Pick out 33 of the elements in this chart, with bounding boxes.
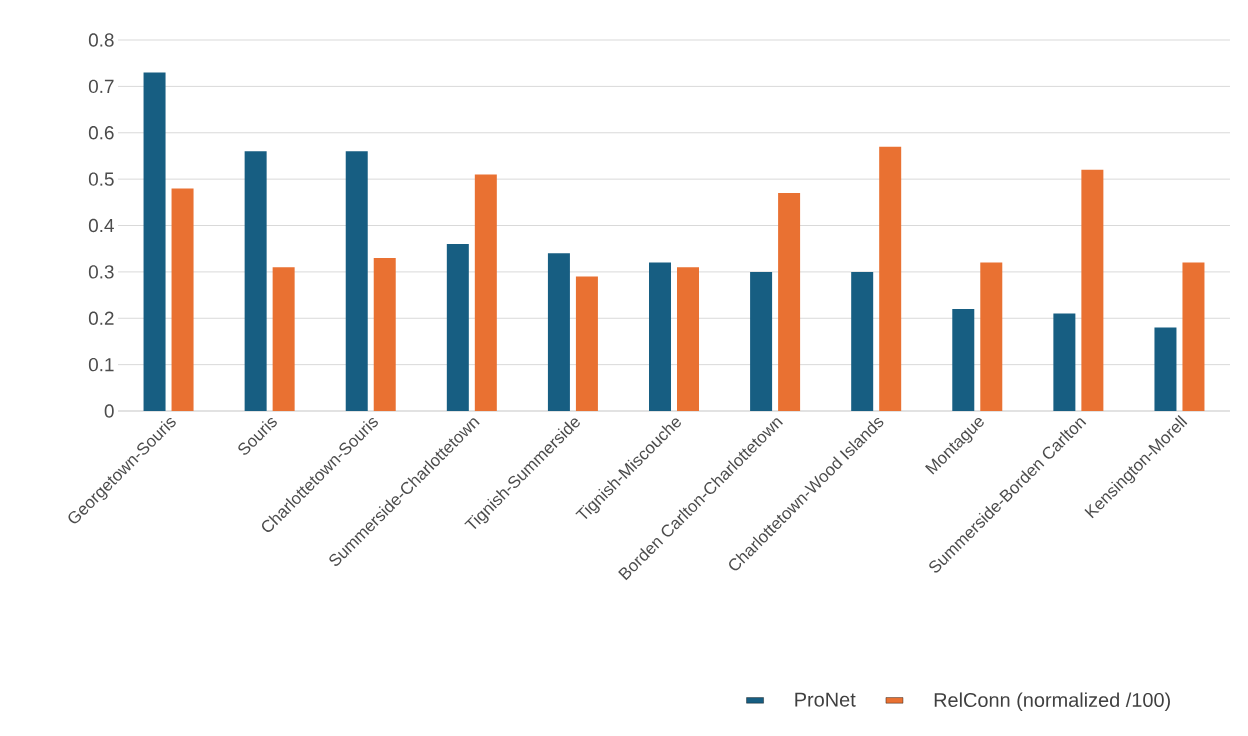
y-tick-label: 0 [104,404,114,418]
y-tick-label: 0.2 [88,311,114,325]
y-tick-label: 0.3 [88,265,114,279]
bar [547,253,570,411]
y-tick-label: 0.7 [88,79,114,94]
bar [373,257,396,411]
bar [879,146,902,411]
bar [851,271,874,411]
bar [244,151,267,411]
y-tick-label: 0.1 [88,357,114,372]
bar [345,151,368,411]
y-tick-label: 0.4 [88,218,114,233]
bar [171,188,194,411]
legend-label: RelConn (normalized /100) [934,692,1170,711]
bar [1081,169,1104,411]
bar [778,193,801,411]
legend-label: ProNet [795,692,856,707]
bar [980,262,1003,411]
bar [1154,327,1177,411]
bar [474,174,497,411]
y-tick-label: 0.8 [88,33,114,47]
y-tick-label: 0.5 [88,172,114,186]
bar [750,271,773,411]
bar [143,72,166,411]
bar [1182,262,1205,411]
bar [446,244,469,411]
bar [272,267,295,411]
bar [952,308,975,411]
bar [677,267,699,411]
y-tick-label: 0.6 [88,126,114,140]
bar [575,276,598,411]
bar [1053,313,1076,411]
bar [649,262,671,411]
